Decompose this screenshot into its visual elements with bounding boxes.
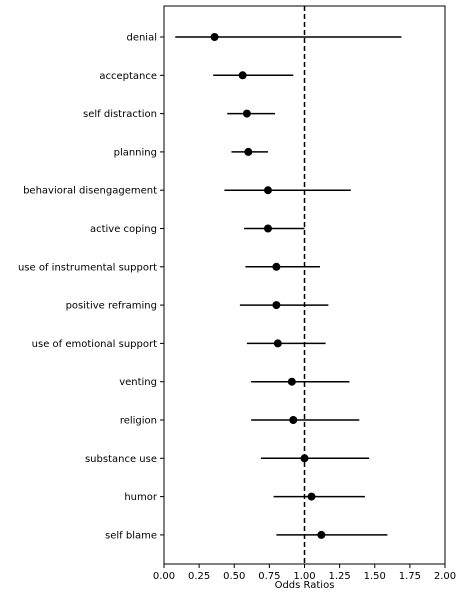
point-estimate (300, 454, 309, 463)
y-tick-label: self blame (105, 530, 157, 541)
y-tick-label: substance use (85, 454, 157, 465)
y-tick-label: use of emotional support (32, 339, 157, 350)
x-tick-label: 0.50 (223, 571, 245, 582)
x-tick-label: 2.00 (434, 571, 456, 582)
x-axis: 0.00 0.25 0.50 0.75 1.00 1.25 1.50 1.75 2.00 (153, 564, 456, 582)
y-tick-label: humor (124, 492, 158, 503)
y-tick-label: planning (114, 147, 157, 158)
point-estimate (317, 530, 326, 539)
y-tick-label: use of instrumental support (18, 262, 157, 273)
point-estimate (263, 224, 272, 233)
x-tick-label: 1.50 (364, 571, 386, 582)
point-estimate (244, 147, 253, 156)
point-estimate (307, 492, 316, 501)
y-axis: denial acceptance self distraction planning… (18, 33, 164, 541)
x-tick-label: 1.75 (399, 571, 421, 582)
y-tick-label: active coping (90, 224, 157, 235)
point-estimate (242, 109, 251, 118)
y-tick-label: denial (126, 33, 157, 44)
point-estimate (273, 339, 282, 348)
y-tick-label: behavioral disengagement (23, 186, 157, 197)
x-tick-label: 0.75 (258, 571, 280, 582)
x-tick-label: 0.00 (153, 571, 175, 582)
point-estimate (263, 186, 272, 195)
y-tick-label: religion (120, 416, 157, 427)
x-tick-label: 0.25 (188, 571, 210, 582)
point-estimate (272, 262, 281, 271)
y-tick-label: self distraction (83, 109, 157, 120)
point-estimate (287, 377, 296, 386)
y-tick-label: venting (119, 377, 157, 388)
x-axis-title: Odds Ratios (275, 580, 335, 591)
x-tick-label: 1.25 (328, 571, 350, 582)
x-tick-label: 1.00 (293, 571, 315, 582)
point-estimate (272, 301, 281, 310)
point-estimate (210, 33, 219, 41)
y-tick-label: acceptance (99, 71, 157, 82)
y-tick-label: positive reframing (66, 301, 157, 312)
point-estimate (289, 416, 298, 424)
chart-marks (175, 6, 402, 564)
point-estimate (238, 71, 247, 80)
